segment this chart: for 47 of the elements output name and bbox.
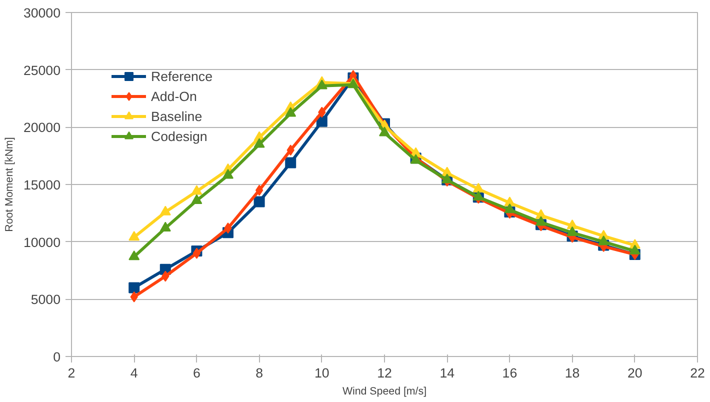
point xyxy=(222,169,234,179)
point xyxy=(472,190,484,200)
point xyxy=(285,157,296,168)
x-tick-label: 20 xyxy=(627,366,642,380)
x-tick-label: 18 xyxy=(564,366,580,380)
point xyxy=(629,244,640,254)
x-tick-label: 6 xyxy=(192,366,200,380)
y-tick-label: 5000 xyxy=(30,292,61,308)
x-tick-label: 8 xyxy=(256,366,264,380)
point xyxy=(598,236,610,246)
y-tick-label: 10000 xyxy=(23,234,60,250)
point xyxy=(254,196,265,208)
legend-label: Reference xyxy=(151,68,212,84)
point xyxy=(160,206,171,216)
point xyxy=(255,184,264,196)
x-tick-label: 10 xyxy=(314,366,330,380)
point xyxy=(566,226,578,236)
point xyxy=(254,138,265,148)
x-tick-label: 16 xyxy=(502,366,518,380)
x-tick-label: 2 xyxy=(68,366,76,380)
point xyxy=(191,194,202,204)
x-tick-label: 14 xyxy=(440,366,456,380)
legend-label: Add-On xyxy=(151,88,197,104)
point xyxy=(316,80,328,90)
x-tick-label: 4 xyxy=(130,366,138,380)
x-tick-label: 12 xyxy=(377,366,392,380)
y-tick-label: 0 xyxy=(53,350,61,364)
point xyxy=(128,230,140,241)
legend-label: Baseline xyxy=(151,108,202,124)
point xyxy=(128,250,140,260)
legend-label: Codesign xyxy=(151,128,208,144)
point xyxy=(536,216,546,226)
x-axis-title: Wind Speed [m/s] xyxy=(342,386,427,398)
y-tick-label: 20000 xyxy=(23,120,60,136)
point xyxy=(379,126,390,136)
point xyxy=(160,222,171,232)
point xyxy=(536,209,546,219)
y-tick-label: 30000 xyxy=(23,6,60,20)
y-axis-title: Root Moment [kNm] xyxy=(3,137,16,232)
point xyxy=(285,107,296,117)
point xyxy=(472,182,484,192)
point xyxy=(128,282,140,294)
point xyxy=(191,185,202,195)
x-tick-label: 22 xyxy=(690,366,705,380)
point xyxy=(504,203,516,214)
y-tick-label: 25000 xyxy=(23,62,60,78)
y-tick-label: 15000 xyxy=(23,178,60,192)
